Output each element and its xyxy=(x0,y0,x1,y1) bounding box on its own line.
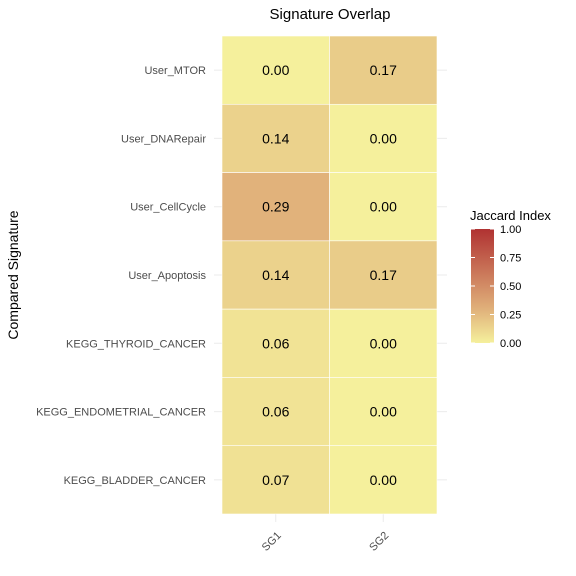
cell-value-label: 0.00 xyxy=(370,335,397,351)
y-tick-labels: User_MTOR User_DNARepair User_CellCycle Use… xyxy=(36,65,206,487)
cells-layer xyxy=(221,35,438,515)
cell-value-label: 0.17 xyxy=(370,62,397,78)
legend: Jaccard Index 1.00 0.75 0.50 0.25 0.00 xyxy=(470,208,551,350)
x-tick-label: SG1 xyxy=(260,530,284,554)
x-tick-labels: SG1 SG2 xyxy=(260,530,392,554)
heatmap-cell xyxy=(329,240,438,310)
legend-color-bar xyxy=(471,229,494,343)
heatmap-cell xyxy=(221,377,330,447)
cell-value-label: 0.06 xyxy=(262,404,289,420)
y-tick-label: KEGG_BLADDER_CANCER xyxy=(64,475,206,487)
cell-value-label: 0.29 xyxy=(262,199,289,215)
cell-value-label: 0.00 xyxy=(370,130,397,146)
y-tick-label: KEGG_THYROID_CANCER xyxy=(66,338,206,350)
legend-tick-label: 0.75 xyxy=(500,253,521,265)
legend-tick-label: 1.00 xyxy=(500,224,521,236)
legend-tick-label: 0.25 xyxy=(500,310,521,322)
cell-labels-layer: 0.00 0.17 0.14 0.00 0.29 0.00 0.14 0.17 0.06 0.00… xyxy=(262,62,397,488)
cell-value-label: 0.07 xyxy=(262,472,289,488)
legend-title: Jaccard Index xyxy=(470,208,551,223)
y-tick-label: User_MTOR xyxy=(144,65,206,77)
x-tick-label: SG2 xyxy=(367,530,391,554)
cell-value-label: 0.00 xyxy=(370,404,397,420)
chart-title: Signature Overlap xyxy=(270,6,391,23)
y-tick-label: User_CellCycle xyxy=(130,202,206,214)
y-axis-label: Compared Signature xyxy=(5,210,21,339)
y-tick-label: User_DNARepair xyxy=(121,133,206,145)
cell-value-label: 0.14 xyxy=(262,267,289,283)
heatmap-cell xyxy=(329,445,438,515)
cell-value-label: 0.00 xyxy=(370,199,397,215)
y-tick-label: User_Apoptosis xyxy=(128,270,206,282)
heatmap-cell xyxy=(329,172,438,242)
cell-value-label: 0.00 xyxy=(262,62,289,78)
legend-ticks: 1.00 0.75 0.50 0.25 0.00 xyxy=(471,224,521,350)
heatmap-cell xyxy=(221,240,330,310)
cell-value-label: 0.14 xyxy=(262,130,289,146)
legend-tick-label: 0.50 xyxy=(500,281,521,293)
cell-value-label: 0.06 xyxy=(262,335,289,351)
cell-value-label: 0.00 xyxy=(370,472,397,488)
y-tick-label: KEGG_ENDOMETRIAL_CANCER xyxy=(36,407,206,419)
heatmap-cell xyxy=(329,377,438,447)
cell-value-label: 0.17 xyxy=(370,267,397,283)
heatmap-cell xyxy=(329,308,438,378)
legend-tick-label: 0.00 xyxy=(500,338,521,350)
heatmap-cell xyxy=(221,308,330,378)
heatmap-cell xyxy=(221,445,330,515)
